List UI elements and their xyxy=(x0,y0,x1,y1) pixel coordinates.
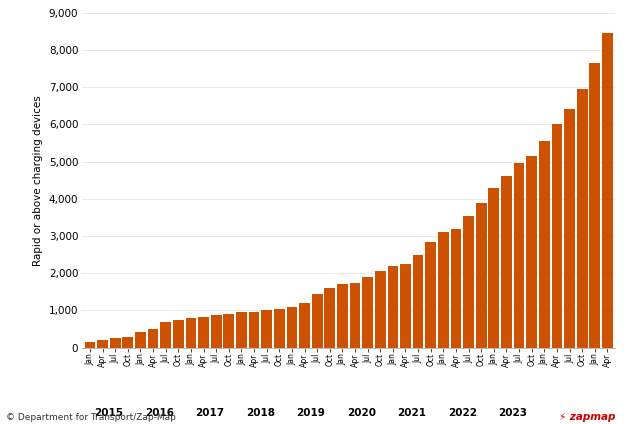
Bar xyxy=(287,307,297,348)
Bar xyxy=(299,303,310,348)
Bar xyxy=(577,89,588,348)
Text: 2017: 2017 xyxy=(195,408,224,418)
Text: 2016: 2016 xyxy=(145,408,174,418)
Bar xyxy=(223,314,234,348)
Bar xyxy=(602,33,613,348)
Bar xyxy=(122,337,133,348)
Bar xyxy=(236,312,247,348)
Bar xyxy=(173,320,184,348)
Bar xyxy=(375,271,385,348)
Bar xyxy=(413,255,424,348)
Bar xyxy=(349,282,360,348)
Bar xyxy=(135,332,146,348)
Text: 2015: 2015 xyxy=(94,408,124,418)
Bar xyxy=(261,310,272,348)
Bar xyxy=(362,277,373,348)
Text: © Department for Transport/Zap-Map: © Department for Transport/Zap-Map xyxy=(6,413,176,422)
Bar xyxy=(160,322,171,348)
Text: 2022: 2022 xyxy=(448,408,477,418)
Bar xyxy=(97,340,108,348)
Text: 2019: 2019 xyxy=(297,408,325,418)
Bar xyxy=(110,338,120,348)
Bar xyxy=(476,203,486,348)
Bar xyxy=(312,294,323,348)
Y-axis label: Rapid or above charging devices: Rapid or above charging devices xyxy=(33,95,43,265)
Bar xyxy=(337,285,348,348)
Text: 2018: 2018 xyxy=(246,408,275,418)
Bar xyxy=(425,242,436,348)
Text: ⚡ zapmap: ⚡ zapmap xyxy=(559,412,615,422)
Bar xyxy=(451,229,462,348)
Bar xyxy=(552,124,562,348)
Text: 2021: 2021 xyxy=(398,408,426,418)
Bar xyxy=(325,288,335,348)
Bar xyxy=(186,318,197,348)
Bar xyxy=(400,264,411,348)
Text: 2020: 2020 xyxy=(347,408,376,418)
Bar xyxy=(249,312,259,348)
Bar xyxy=(564,109,575,348)
Bar xyxy=(488,188,499,348)
Bar xyxy=(438,232,449,348)
Bar xyxy=(514,164,524,348)
Bar xyxy=(211,315,221,348)
Bar xyxy=(526,156,537,348)
Bar xyxy=(198,317,209,348)
Bar xyxy=(387,266,398,348)
Bar xyxy=(501,176,512,348)
Bar xyxy=(463,215,474,348)
Bar xyxy=(84,342,95,348)
Bar xyxy=(590,63,600,348)
Bar xyxy=(539,141,550,348)
Text: 2023: 2023 xyxy=(498,408,527,418)
Bar xyxy=(148,329,158,348)
Bar xyxy=(274,309,285,348)
